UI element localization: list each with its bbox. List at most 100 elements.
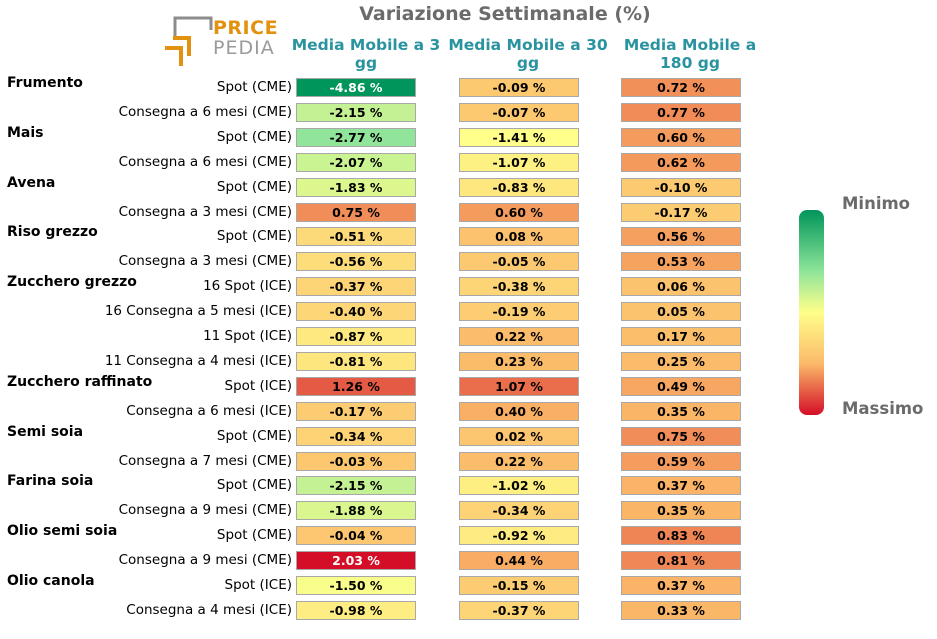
contract-label: Consegna a 4 mesi (ICE) (126, 601, 292, 618)
pricepedia-logo-icon (165, 16, 213, 66)
group-label-zucchero-grezzo: Zucchero grezzo (7, 274, 137, 291)
contract-label: Consegna a 9 mesi (CME) (118, 502, 292, 519)
contract-label: Spot (CME) (216, 527, 292, 544)
contract-label: 16 Spot (ICE) (203, 278, 292, 295)
heatmap-cell: -0.07 % (459, 102, 579, 122)
logo-word-pedia: PEDIA (213, 37, 275, 59)
heatmap-cell: 2.03 % (296, 551, 416, 571)
chart-title: Variazione Settimanale (%) (359, 3, 651, 25)
group-label-mais: Mais (7, 124, 44, 141)
scale-label-min: Minimo (842, 194, 911, 213)
heatmap-cell: 0.22 % (459, 451, 579, 471)
heatmap-cell: 0.60 % (459, 202, 579, 222)
heatmap-cell: -0.10 % (621, 177, 741, 197)
heatmap-cell: -0.34 % (459, 501, 579, 521)
heatmap-cell: 0.33 % (621, 600, 741, 620)
heatmap-cell: -0.19 % (459, 302, 579, 322)
contract-label: Consegna a 9 mesi (CME) (118, 552, 292, 569)
heatmap-cell: -0.83 % (459, 177, 579, 197)
column-header-180gg: Media Mobile a 180 gg (623, 36, 757, 72)
contract-label: 16 Consegna a 5 mesi (ICE) (104, 303, 292, 320)
group-label-farina-soia: Farina soia (7, 473, 94, 490)
heatmap-cell: 0.72 % (621, 78, 741, 97)
heatmap-cell: -1.41 % (459, 127, 579, 147)
heatmap-cell: -0.17 % (621, 202, 741, 222)
heatmap-cell: -0.37 % (459, 600, 579, 620)
heatmap-cell: 0.83 % (621, 526, 741, 546)
heatmap-cell: -1.83 % (296, 177, 416, 197)
contract-label: Consegna a 6 mesi (ICE) (126, 402, 292, 419)
heatmap-cell: -2.77 % (296, 127, 416, 147)
logo-word-price: PRICE (213, 17, 279, 39)
heatmap-cell: 0.59 % (621, 451, 741, 471)
heatmap-cell: -2.07 % (296, 152, 416, 172)
contract-label: 11 Consegna a 4 mesi (ICE) (104, 352, 292, 369)
heatmap-cell: -0.05 % (459, 252, 579, 272)
heatmap-cell: 0.02 % (459, 426, 579, 446)
group-label-olio-canola: Olio canola (7, 573, 95, 589)
heatmap-cell: -0.81 % (296, 351, 416, 371)
heatmap-cell: -0.09 % (459, 78, 579, 97)
heatmap-cell: 0.77 % (621, 102, 741, 122)
contract-label: Consegna a 7 mesi (CME) (118, 452, 292, 469)
heatmap-cell: 0.35 % (621, 501, 741, 521)
heatmap-cell: -0.34 % (296, 426, 416, 446)
heatmap-cell: -0.87 % (296, 327, 416, 346)
contract-label: Spot (CME) (216, 228, 292, 245)
contract-label: Spot (CME) (216, 178, 292, 195)
heatmap-cell: 0.35 % (621, 401, 741, 421)
contract-label: Spot (CME) (216, 427, 292, 444)
group-label-olio-semi-soia: Olio semi soia (7, 523, 118, 540)
heatmap-cell: 0.08 % (459, 227, 579, 247)
heatmap-cell: 1.07 % (459, 376, 579, 396)
heatmap-cell: 0.37 % (621, 476, 741, 496)
heatmap-cell: 0.49 % (621, 376, 741, 396)
heatmap-cell: -0.98 % (296, 600, 416, 620)
heatmap-cell: -0.03 % (296, 451, 416, 471)
heatmap-cell: 0.23 % (459, 351, 579, 371)
heatmap-cell: 0.05 % (621, 302, 741, 322)
heatmap-cell: 0.40 % (459, 401, 579, 421)
contract-label: Consegna a 3 mesi (CME) (118, 253, 292, 270)
heatmap-cell: -0.40 % (296, 302, 416, 322)
contract-label: Consegna a 6 mesi (CME) (118, 153, 292, 170)
heatmap-cell: 0.62 % (621, 152, 741, 172)
scale-label-max: Massimo (842, 399, 924, 418)
heatmap-cell: 0.17 % (621, 327, 741, 346)
heatmap-cell: 0.25 % (621, 351, 741, 371)
heatmap-cell: 0.56 % (621, 227, 741, 247)
heatmap-cell: -2.15 % (296, 476, 416, 496)
heatmap-cell: 0.22 % (459, 327, 579, 346)
heatmap-cell: 0.81 % (621, 551, 741, 571)
heatmap-cell: -1.50 % (296, 576, 416, 595)
heatmap-cell: 0.37 % (621, 576, 741, 595)
contract-label: Spot (CME) (216, 128, 292, 145)
heatmap-cell: -2.15 % (296, 102, 416, 122)
heatmap-cell: -1.02 % (459, 476, 579, 496)
heatmap-cell: -0.17 % (296, 401, 416, 421)
heatmap-cell: -0.37 % (296, 277, 416, 297)
group-label-riso-grezzo: Riso grezzo (7, 224, 98, 241)
heatmap-cell: 0.06 % (621, 277, 741, 297)
heatmap-cell: -0.04 % (296, 526, 416, 546)
heatmap-cell: 0.75 % (296, 202, 416, 222)
column-header-30gg: Media Mobile a 30 gg (448, 36, 608, 72)
heatmap-cell: -4.86 % (296, 78, 416, 97)
heatmap-cell: -1.07 % (459, 152, 579, 172)
heatmap-cell: 0.53 % (621, 252, 741, 272)
group-label-zucchero-raffinato: Zucchero raffinato (7, 373, 153, 390)
group-label-frumento: Frumento (7, 75, 83, 91)
heatmap-cell: 0.75 % (621, 426, 741, 446)
contract-label: Spot (ICE) (224, 377, 292, 394)
group-label-semi-soia: Semi soia (7, 423, 84, 440)
contract-label: Spot (CME) (216, 79, 292, 95)
contract-label: Consegna a 3 mesi (CME) (118, 203, 292, 220)
heatmap-cell: -0.15 % (459, 576, 579, 595)
heatmap-cell: 0.44 % (459, 551, 579, 571)
group-label-avena: Avena (7, 174, 56, 191)
heatmap-cell: 0.60 % (621, 127, 741, 147)
contract-label: Consegna a 6 mesi (CME) (118, 103, 292, 120)
heatmap-cell: 1.26 % (296, 376, 416, 396)
heatmap-cell: -0.51 % (296, 227, 416, 247)
heatmap-cell: -0.92 % (459, 526, 579, 546)
